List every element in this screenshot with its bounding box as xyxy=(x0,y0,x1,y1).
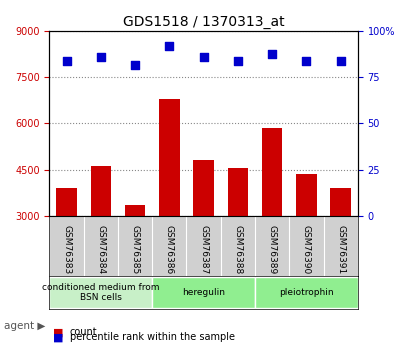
Text: GSM76386: GSM76386 xyxy=(164,225,173,274)
Text: ■: ■ xyxy=(53,327,64,337)
Title: GDS1518 / 1370313_at: GDS1518 / 1370313_at xyxy=(123,15,284,29)
Text: GSM76391: GSM76391 xyxy=(335,225,344,274)
Text: percentile rank within the sample: percentile rank within the sample xyxy=(70,332,234,342)
Point xyxy=(268,51,275,56)
Text: GSM76390: GSM76390 xyxy=(301,225,310,274)
Text: GSM76384: GSM76384 xyxy=(96,225,105,274)
Bar xyxy=(193,160,213,216)
Bar xyxy=(159,99,179,216)
Text: GSM76388: GSM76388 xyxy=(233,225,242,274)
FancyBboxPatch shape xyxy=(152,277,254,308)
Text: heregulin: heregulin xyxy=(182,288,225,297)
Point xyxy=(97,55,104,60)
Text: GSM76385: GSM76385 xyxy=(130,225,139,274)
Text: count: count xyxy=(70,327,97,337)
Bar xyxy=(227,168,247,216)
Bar xyxy=(90,166,111,216)
Point xyxy=(63,58,70,63)
Text: agent ▶: agent ▶ xyxy=(4,321,45,331)
Bar xyxy=(330,188,350,216)
Text: ■: ■ xyxy=(53,332,64,342)
Point xyxy=(337,58,343,63)
Text: pleiotrophin: pleiotrophin xyxy=(279,288,333,297)
FancyBboxPatch shape xyxy=(254,277,357,308)
Point xyxy=(166,43,172,49)
Point xyxy=(302,58,309,63)
Bar xyxy=(124,205,145,216)
Bar xyxy=(295,174,316,216)
Point xyxy=(234,58,240,63)
Text: GSM76383: GSM76383 xyxy=(62,225,71,274)
Text: GSM76389: GSM76389 xyxy=(267,225,276,274)
Point xyxy=(132,62,138,67)
Bar xyxy=(56,188,77,216)
Text: GSM76387: GSM76387 xyxy=(199,225,208,274)
Point xyxy=(200,55,207,60)
FancyBboxPatch shape xyxy=(49,277,152,308)
Bar xyxy=(261,128,282,216)
Text: conditioned medium from
BSN cells: conditioned medium from BSN cells xyxy=(42,283,159,302)
